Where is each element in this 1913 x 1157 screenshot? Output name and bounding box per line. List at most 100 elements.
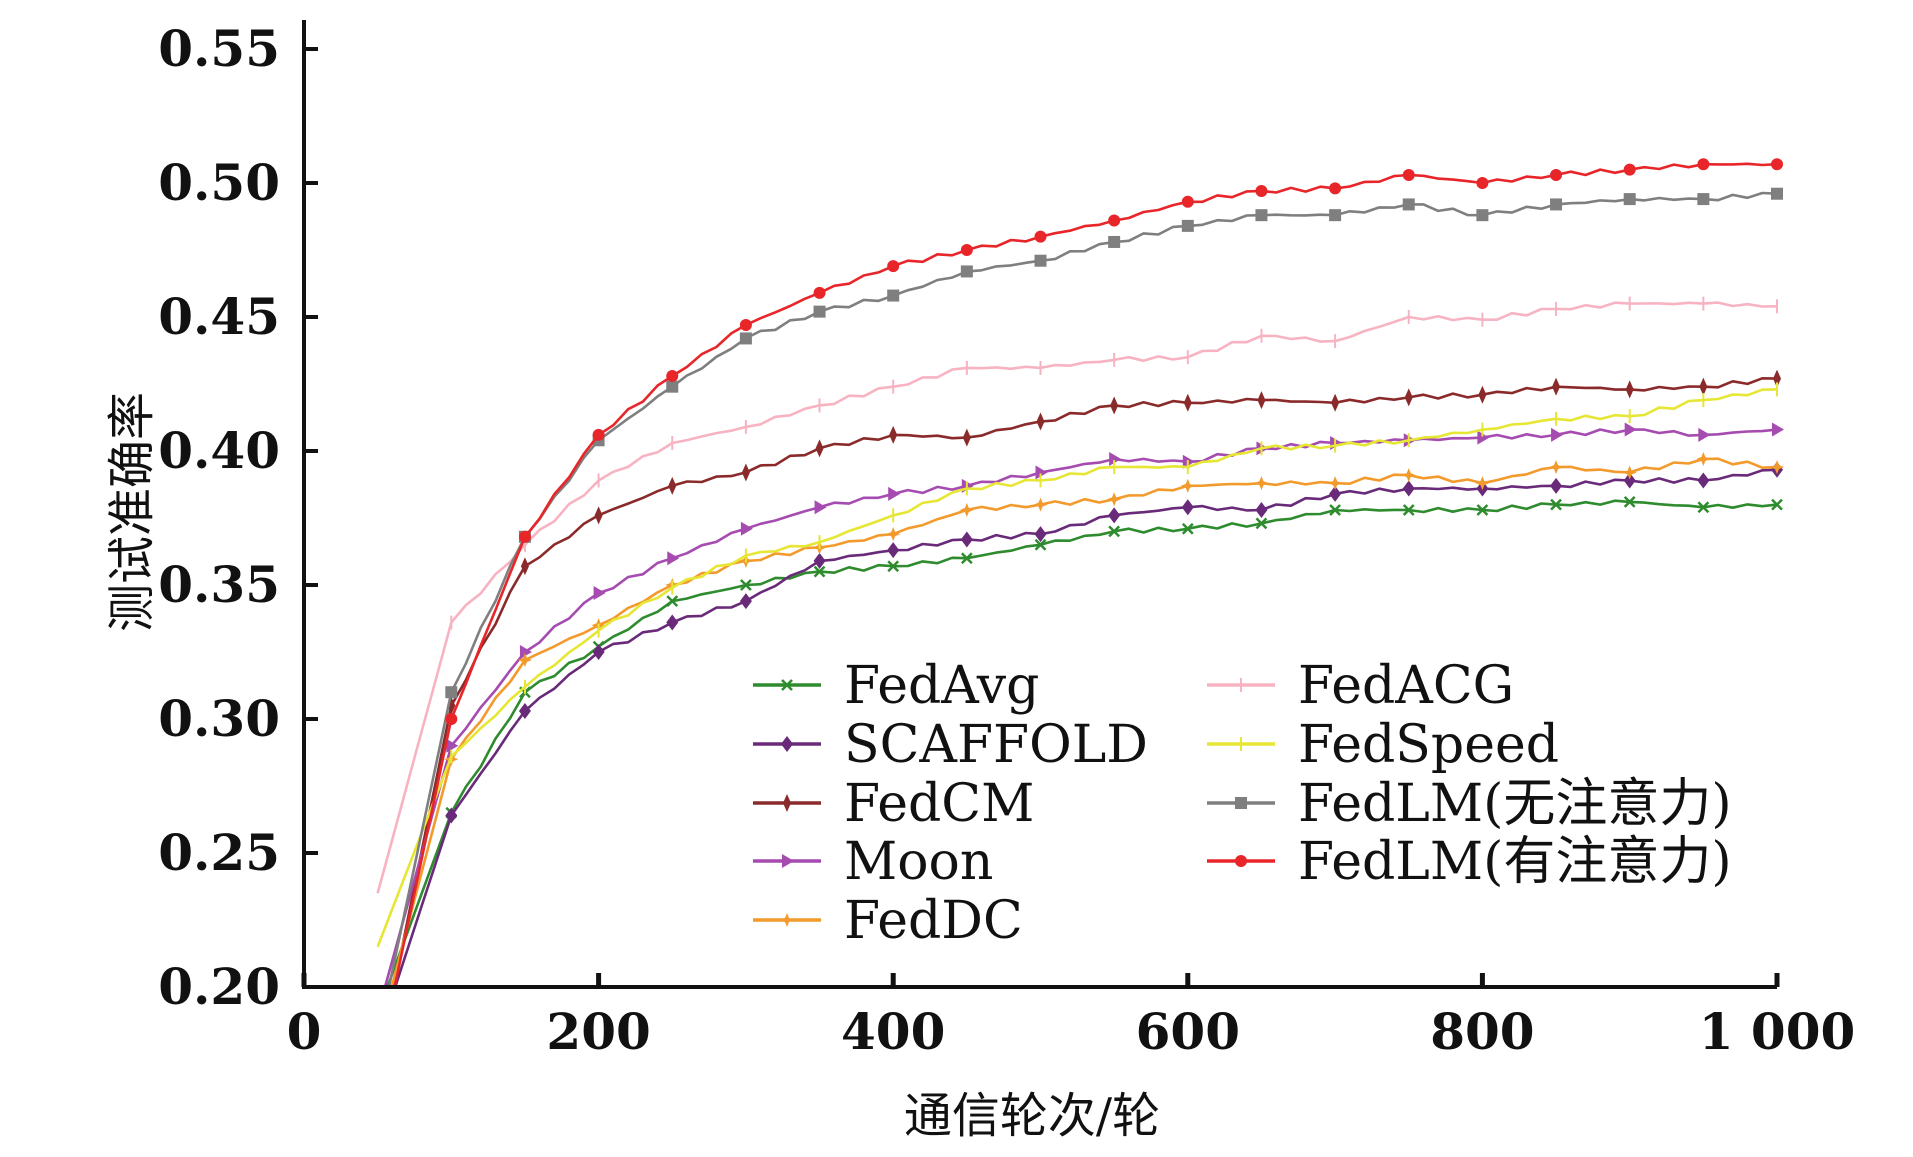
data-point (1404, 388, 1413, 407)
data-point (520, 557, 529, 576)
data-point (1329, 182, 1342, 195)
data-point (1181, 219, 1194, 232)
data-point (1697, 472, 1710, 489)
data-point (1257, 391, 1266, 410)
legend-label: FedLM(无注意力) (1298, 774, 1732, 834)
data-point (813, 552, 826, 569)
y-tick-label: 0.35 (158, 555, 280, 614)
data-point (1696, 452, 1711, 467)
data-point (666, 380, 679, 393)
legend-marker (782, 854, 794, 868)
data-point (1255, 501, 1268, 518)
series-line (393, 468, 1778, 987)
data-point (1402, 480, 1415, 497)
series-fedspeed (376, 382, 1778, 948)
data-point (739, 319, 752, 332)
data-point (592, 428, 605, 441)
data-point (1181, 195, 1194, 208)
data-point (1770, 460, 1784, 475)
legend-item: Moon (753, 832, 993, 892)
data-point (445, 686, 458, 699)
series-line (376, 388, 1778, 948)
data-point (1771, 158, 1783, 171)
data-point (1401, 468, 1416, 483)
data-point (1402, 168, 1415, 181)
data-point (1107, 492, 1122, 507)
data-point (667, 551, 680, 566)
data-point (1331, 393, 1340, 412)
data-point (887, 260, 900, 273)
data-point (1255, 517, 1268, 530)
data-point (1108, 507, 1121, 524)
data-point (1550, 477, 1563, 494)
data-point (1622, 465, 1637, 480)
series-line (376, 301, 1778, 894)
legend-item: FedLM(有注意力) (1207, 832, 1732, 892)
data-point (962, 428, 971, 447)
legend-marker (781, 736, 793, 752)
data-point (593, 586, 606, 601)
data-point (1033, 497, 1048, 512)
series-line (393, 162, 1778, 987)
data-point (517, 653, 532, 668)
series-line (390, 457, 1778, 987)
data-point (446, 738, 459, 753)
data-point (1549, 460, 1564, 475)
data-point (666, 369, 679, 382)
data-point (1109, 452, 1122, 467)
data-point (1623, 163, 1636, 176)
data-point (741, 463, 750, 482)
legend-item: SCAFFOLD (753, 715, 1148, 775)
data-point (1624, 422, 1637, 437)
axes: 0.20 0.25 0.30 0.35 0.40 0.45 0.50 0.55 0 200 400 6… (158, 19, 1855, 1061)
data-point (1477, 430, 1490, 445)
legend-marker (1235, 797, 1247, 809)
data-point (1551, 427, 1564, 442)
y-tick-label: 0.20 (158, 957, 280, 1016)
data-point (960, 244, 973, 256)
legend-marker (780, 913, 794, 927)
data-point (740, 521, 753, 536)
data-point (1255, 209, 1268, 222)
legend-item: FedACG (1207, 656, 1514, 716)
data-point (592, 644, 605, 660)
data-point (888, 486, 901, 501)
y-tick-label: 0.30 (158, 689, 280, 748)
data-point (1108, 235, 1121, 248)
data-point (1328, 476, 1343, 491)
data-point (960, 531, 973, 548)
data-point (1623, 472, 1636, 489)
data-point (1625, 380, 1634, 399)
data-point (445, 713, 458, 725)
data-point (1772, 422, 1784, 437)
legend-label: Moon (844, 832, 993, 892)
data-point (1698, 427, 1711, 442)
data-point (1183, 393, 1192, 412)
data-point (1402, 198, 1415, 211)
data-point (1550, 498, 1562, 511)
legend-label: SCAFFOLD (844, 715, 1148, 775)
data-point (1699, 377, 1708, 396)
data-point (666, 595, 679, 607)
legend-label: FedACG (1298, 656, 1514, 716)
data-point (1110, 396, 1119, 415)
data-point (887, 289, 900, 302)
data-point (1550, 168, 1563, 181)
series-line (383, 428, 1778, 987)
data-point (1181, 522, 1194, 535)
data-point (815, 439, 824, 458)
data-point (1476, 504, 1489, 516)
data-point (1034, 254, 1047, 267)
data-point (1697, 501, 1710, 514)
y-tick-label: 0.55 (158, 19, 280, 78)
data-point (1478, 385, 1487, 404)
legend-item: FedSpeed (1207, 715, 1559, 775)
data-point (445, 807, 458, 824)
x-tick-label: 400 (841, 1002, 945, 1061)
data-point (813, 305, 826, 318)
data-point (1623, 496, 1636, 508)
legend-item: FedDC (753, 891, 1023, 951)
data-point (959, 502, 974, 517)
legend-item: FedAvg (753, 656, 1039, 716)
